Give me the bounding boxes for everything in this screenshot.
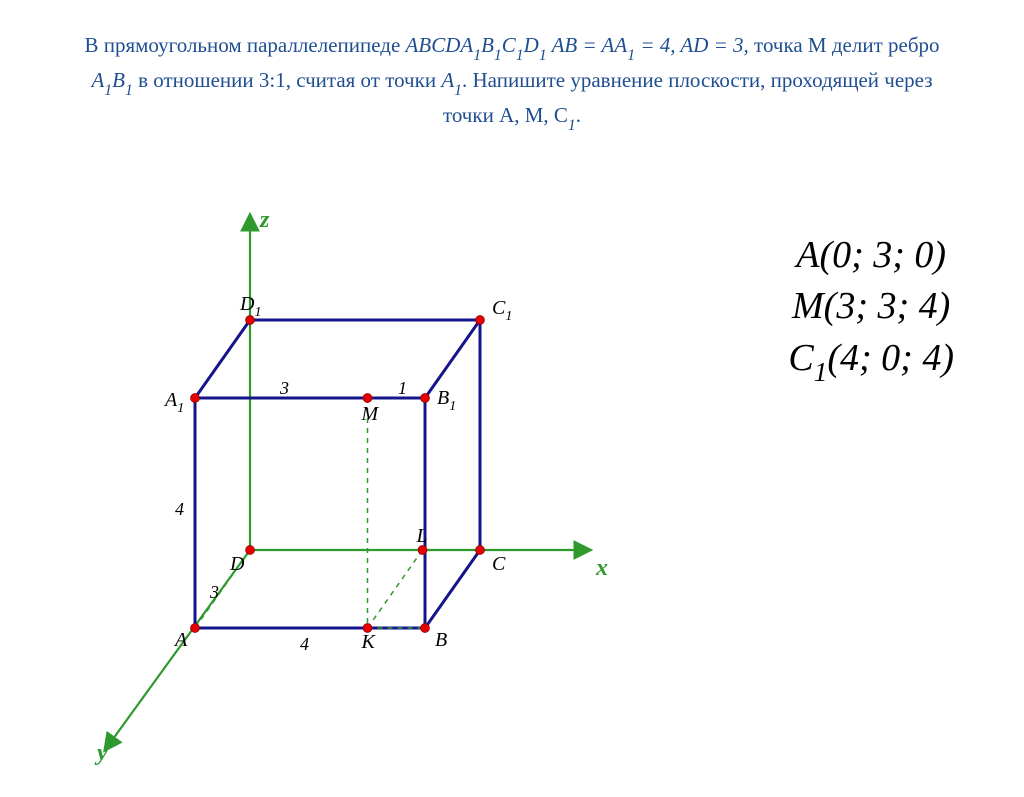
svg-text:x: x xyxy=(595,555,608,581)
svg-text:y: y xyxy=(94,740,108,766)
svg-text:3: 3 xyxy=(279,378,289,398)
cuboid-diagram: xyzDCBAD1C1B1A1MKL31434 xyxy=(80,190,640,775)
svg-text:C: C xyxy=(492,553,506,575)
svg-text:B: B xyxy=(435,629,447,651)
svg-text:4: 4 xyxy=(300,634,309,654)
problem-statement: В прямоугольном параллелепипеде ABCDA1B1… xyxy=(72,30,952,135)
svg-text:D: D xyxy=(229,553,245,575)
svg-text:z: z xyxy=(259,207,270,233)
point-c1: C1(4; 0; 4) xyxy=(788,333,954,389)
svg-text:M: M xyxy=(361,403,380,425)
svg-text:3: 3 xyxy=(209,582,219,602)
svg-text:4: 4 xyxy=(175,499,184,519)
svg-text:B1: B1 xyxy=(437,387,456,414)
svg-text:1: 1 xyxy=(398,378,407,398)
point-m: M(3; 3; 4) xyxy=(788,281,954,332)
svg-text:A: A xyxy=(173,629,188,651)
svg-text:C1: C1 xyxy=(492,297,512,324)
svg-text:K: K xyxy=(361,631,377,653)
problem-prefix: В прямоугольном параллелепипеде xyxy=(84,33,405,57)
point-a: A(0; 3; 0) xyxy=(788,230,954,281)
svg-text:A1: A1 xyxy=(163,389,184,416)
svg-text:L: L xyxy=(416,525,428,547)
coordinate-list: A(0; 3; 0) M(3; 3; 4) C1(4; 0; 4) xyxy=(788,230,954,388)
